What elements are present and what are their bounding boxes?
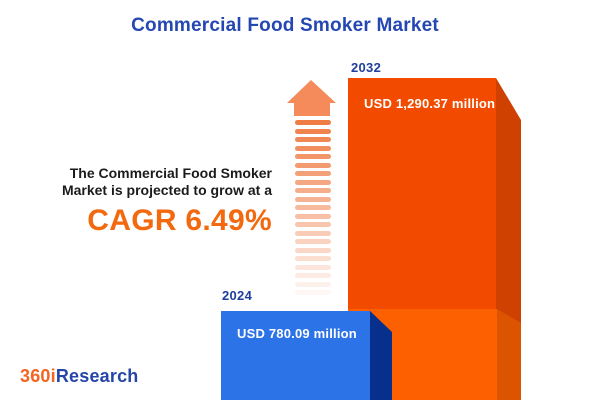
arrow-stripe	[295, 154, 331, 159]
arrow-stripe	[295, 264, 331, 270]
value-label-2032: USD 1,290.37 million	[364, 96, 496, 111]
arrow-stripe	[295, 137, 331, 142]
bar-2024-side	[370, 311, 392, 400]
arrow-stripe	[295, 145, 331, 151]
up-arrow-icon	[287, 80, 336, 116]
arrow-stripe	[295, 230, 331, 236]
arrow-stripe	[295, 290, 331, 295]
arrow-stripe	[295, 188, 331, 193]
arrow-stripe	[295, 205, 331, 210]
annotation-line-1: The Commercial Food Smoker	[69, 165, 272, 181]
arrow-stripe	[295, 196, 331, 202]
year-label-2024: 2024	[222, 288, 253, 303]
arrow-stripe	[295, 120, 331, 125]
arrow-trail	[295, 120, 331, 299]
arrow-stripe	[295, 222, 331, 227]
arrow-stripe	[295, 273, 331, 278]
arrow-stripe	[295, 162, 331, 168]
arrow-stripe	[295, 213, 331, 219]
arrow-stripe	[295, 171, 331, 176]
arrow-stripe	[295, 256, 331, 261]
bar-2032-base-side	[497, 309, 521, 400]
arrow-stripe	[295, 239, 331, 244]
annotation-block: The Commercial Food Smoker Market is pro…	[62, 165, 272, 238]
brand-logo: 360iResearch	[20, 366, 139, 387]
year-label-2032: 2032	[351, 60, 382, 75]
logo-research: Research	[55, 366, 139, 386]
arrow-stripe	[295, 179, 331, 185]
growth-arrow	[285, 79, 337, 117]
value-label-2024: USD 780.09 million	[237, 326, 357, 341]
annotation-line-2: Market is projected to grow at a	[61, 182, 272, 198]
arrow-stripe	[295, 247, 331, 253]
cagr-text: CAGR 6.49%	[87, 204, 272, 237]
bar-2024-front	[221, 311, 370, 400]
arrow-stripe	[295, 128, 331, 134]
arrow-stripe	[295, 281, 331, 287]
logo-360i: 360i	[20, 366, 56, 386]
chart-title: Commercial Food Smoker Market	[131, 15, 439, 36]
